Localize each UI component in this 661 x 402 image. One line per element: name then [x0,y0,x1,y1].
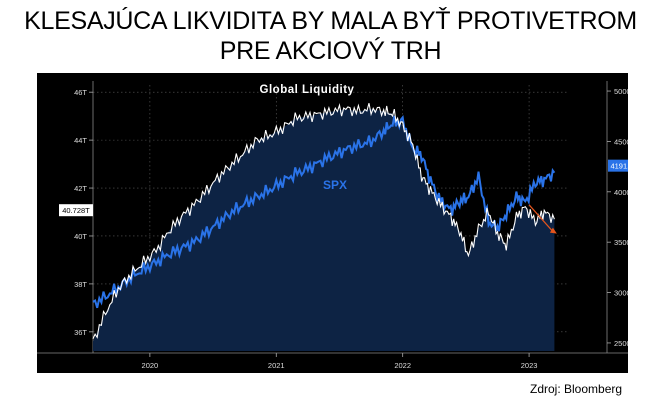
x-axis: 2020 2021 2022 2023 [142,353,538,370]
slide-title-line-2: PRE AKCIOVÝ TRH [219,37,442,65]
x-tick-label: 2023 [521,361,538,370]
liquidity-series-line [92,103,555,340]
left-axis: 36T 38T 40T 42T 44T 46T [74,88,93,337]
chart-title: Global Liquidity [260,84,355,96]
left-tick-label: 36T [74,328,87,337]
right-tick-label: 4000 [614,188,628,197]
left-tick-label: 42T [74,184,87,193]
liquidity-last-value-box [59,204,93,217]
right-tick-label: 2500 [614,339,628,348]
trend-arrow-shaft [528,204,554,232]
spx-annotation: SPX [323,178,347,192]
left-tick-label: 46T [74,88,87,97]
left-tick-label: 38T [74,280,87,289]
liquidity-area-fill [93,109,555,351]
source-note: Zdroj: Bloomberg [530,382,623,396]
trend-arrow [528,204,557,234]
spx-series-line [92,115,556,309]
last-value-tags: 40.728T 4191.98 [59,159,640,217]
spx-last-value-label: 4191.98 [610,162,628,171]
right-axis: 2500 3000 3500 4000 4500 5000 [607,87,631,348]
slide-title: KLESAJÚCA LIKVIDITA BY MALA BYŤ PROTIVET… [0,6,661,66]
right-tick-label: 4500 [614,137,628,146]
left-tick-label: 40T [74,232,87,241]
right-tick-label: 5000 [614,87,628,96]
x-tick-label: 2022 [394,361,411,370]
right-tick-label: 3500 [614,238,628,247]
slide-title-line-1: KLESAJÚCA LIKVIDITA BY MALA BYŤ PROTIVET… [24,7,637,35]
right-tick-label: 3000 [614,289,628,298]
x-tick-label: 2020 [142,361,159,370]
liquidity-last-value-label: 40.728T [62,206,90,215]
chart-container: 36T 38T 40T 42T 44T 46T 2500 3000 3500 4000 4500 5… [37,73,640,373]
trend-arrow-head [549,227,557,234]
x-tick-label: 2021 [268,361,285,370]
liquidity-spx-chart: 36T 38T 40T 42T 44T 46T 2500 3000 3500 4000 4500 5… [37,73,640,373]
left-tick-label: 44T [74,136,87,145]
